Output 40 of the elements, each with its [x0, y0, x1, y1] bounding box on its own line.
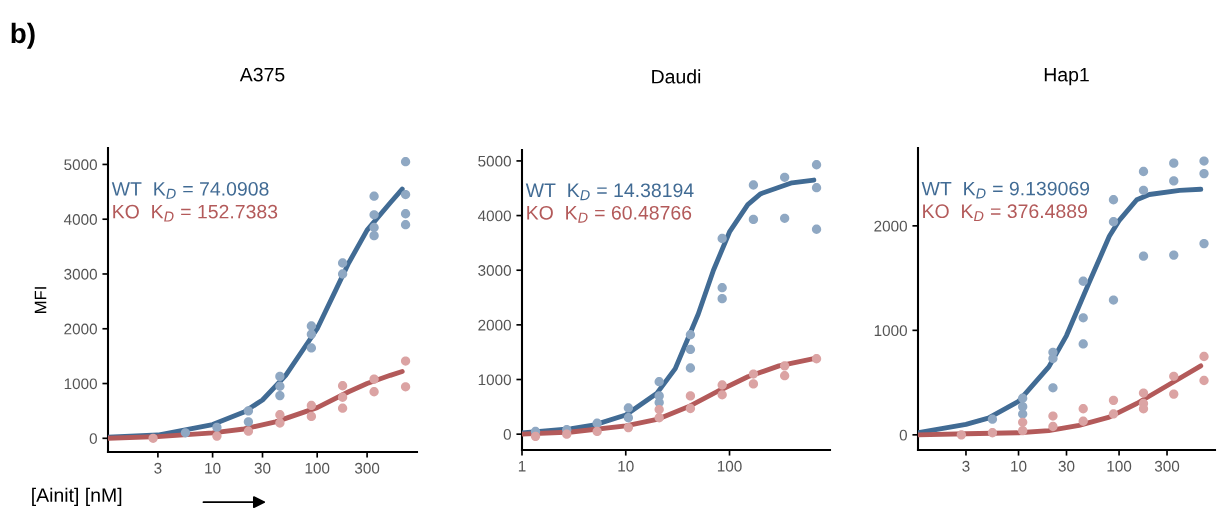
- x-tick-label: 3: [154, 462, 162, 474]
- y-tick-label: 2000: [64, 323, 97, 335]
- y-tick-label: 1000: [64, 378, 97, 390]
- y-tick-label: 2000: [478, 319, 511, 331]
- y-tick-label: 2000: [874, 220, 907, 232]
- chart-title: Hap1: [1044, 67, 1089, 86]
- chart-title: Daudi: [652, 69, 701, 84]
- annotation: KO K$_{D}$ = 152.7383: [113, 204, 278, 222]
- x-axis-title: [Ainit] [nM]: [32, 487, 122, 506]
- x-tick-label: 3: [962, 460, 970, 472]
- x-tick-label: 1: [518, 460, 526, 472]
- y-tick-label: 5000: [64, 159, 97, 171]
- annotation: WT K$_{D}$ = 74.0908: [111, 181, 269, 199]
- annotation: KO K$_{D}$ = 60.48766: [527, 205, 692, 223]
- chart-title: A375: [239, 67, 285, 82]
- annotation: WT K$_{D}$ = 9.139069: [921, 181, 1090, 199]
- y-tick-label: 1000: [478, 374, 511, 386]
- x-tick-label: 300: [1154, 460, 1180, 472]
- annotation: KO K$_{D}$ = 376.4889: [923, 204, 1087, 222]
- y-axis-title: MFI: [34, 287, 47, 313]
- text: b): [11, 22, 35, 49]
- y-tick-label: 0: [899, 429, 907, 441]
- y-tick-label: 0: [89, 433, 97, 444]
- x-tick-label: 30: [1058, 460, 1075, 472]
- y-tick-label: 0: [503, 429, 511, 440]
- y-tick-label: 3000: [64, 268, 97, 280]
- y-tick-label: 3000: [478, 265, 511, 276]
- x-tick-label: 300: [354, 462, 380, 474]
- x-tick-label: 100: [1107, 460, 1132, 472]
- x-tick-label: 100: [305, 462, 330, 474]
- x-tick-label: 10: [618, 460, 634, 472]
- y-tick-label: 1000: [874, 325, 907, 337]
- y-tick-label: 5000: [478, 155, 511, 167]
- x-tick-label: 30: [254, 462, 271, 474]
- x-tick-label: 100: [717, 460, 742, 472]
- y-tick-label: 4000: [477, 210, 511, 222]
- y-tick-label: 4000: [63, 214, 97, 225]
- x-tick-label: 10: [1011, 460, 1027, 472]
- annotation: WT K$_{D}$ = 14.38194: [525, 183, 694, 201]
- x-tick-label: 10: [205, 462, 221, 474]
